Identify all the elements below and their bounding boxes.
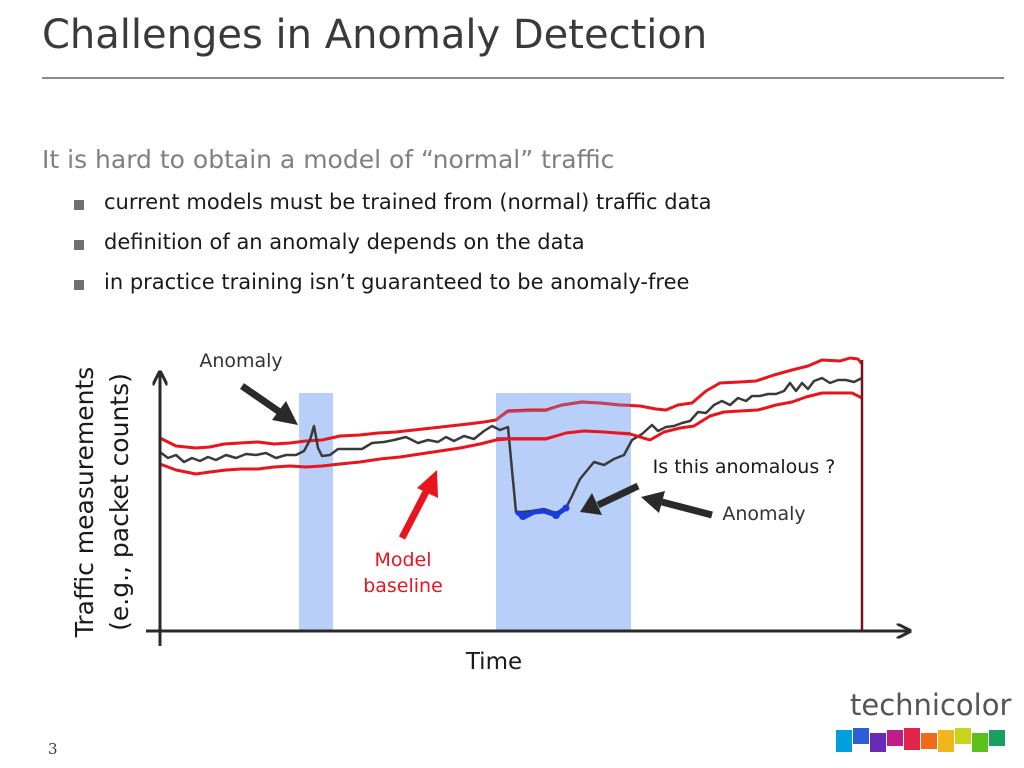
logo-text: technicolor: [850, 688, 1012, 722]
model-baseline-label-line1: Model: [374, 549, 431, 571]
logo-stripe: [870, 733, 886, 752]
anomaly-label-right: Anomaly: [722, 503, 805, 525]
bullet-item: current models must be trained from (nor…: [74, 190, 712, 230]
x-axis-label: Time: [465, 649, 522, 675]
baseline-upper-inner-line: [495, 401, 631, 421]
bullet-text: definition of an anomaly depends on the …: [104, 230, 585, 254]
anomaly-label-top: Anomaly: [199, 350, 282, 372]
logo-stripes-icon: [836, 728, 1005, 752]
bullet-item: definition of an anomaly depends on the …: [74, 230, 712, 270]
bullet-text: in practice training isn’t guaranteed to…: [104, 270, 690, 294]
slide-number: 3: [48, 740, 58, 758]
anomaly-window-1: [299, 393, 333, 631]
square-bullet-icon: [74, 280, 84, 290]
pointer-arrow-top-anomaly: [240, 383, 298, 425]
model-baseline-label-line2: baseline: [363, 575, 443, 597]
lower-threshold-line: [159, 391, 863, 476]
anomalous-point: [562, 504, 570, 512]
y-axis-label-line1: Traffic measurements: [70, 367, 99, 639]
question-label: Is this anomalous ?: [653, 456, 836, 478]
bullet-list: current models must be trained from (nor…: [74, 190, 712, 310]
logo-stripe: [955, 728, 971, 744]
square-bullet-icon: [74, 200, 84, 210]
model-baseline-arrow: [398, 470, 438, 540]
logo-stripe: [921, 733, 937, 749]
logo-stripe: [836, 730, 852, 752]
logo-stripe: [938, 730, 954, 752]
pointer-arrow-question: [580, 482, 640, 515]
section-heading: It is hard to obtain a model of “normal”…: [42, 145, 615, 174]
title-divider: [42, 77, 1004, 79]
technicolor-logo: technicolor: [836, 688, 1011, 754]
anomalous-point: [519, 512, 527, 520]
logo-stripe: [887, 730, 903, 746]
bullet-item: in practice training isn’t guaranteed to…: [74, 270, 712, 310]
pointer-arrow-right-anomaly: [641, 491, 713, 519]
slide-title: Challenges in Anomaly Detection: [42, 12, 708, 58]
anomalous-point: [552, 511, 560, 519]
square-bullet-icon: [74, 240, 84, 250]
logo-stripe: [989, 730, 1005, 746]
logo-stripe: [972, 733, 988, 752]
logo-stripe: [904, 728, 920, 750]
y-axis-label-line2: (e.g., packet counts): [105, 373, 134, 631]
bullet-text: current models must be trained from (nor…: [104, 190, 712, 214]
logo-stripe: [853, 728, 869, 744]
